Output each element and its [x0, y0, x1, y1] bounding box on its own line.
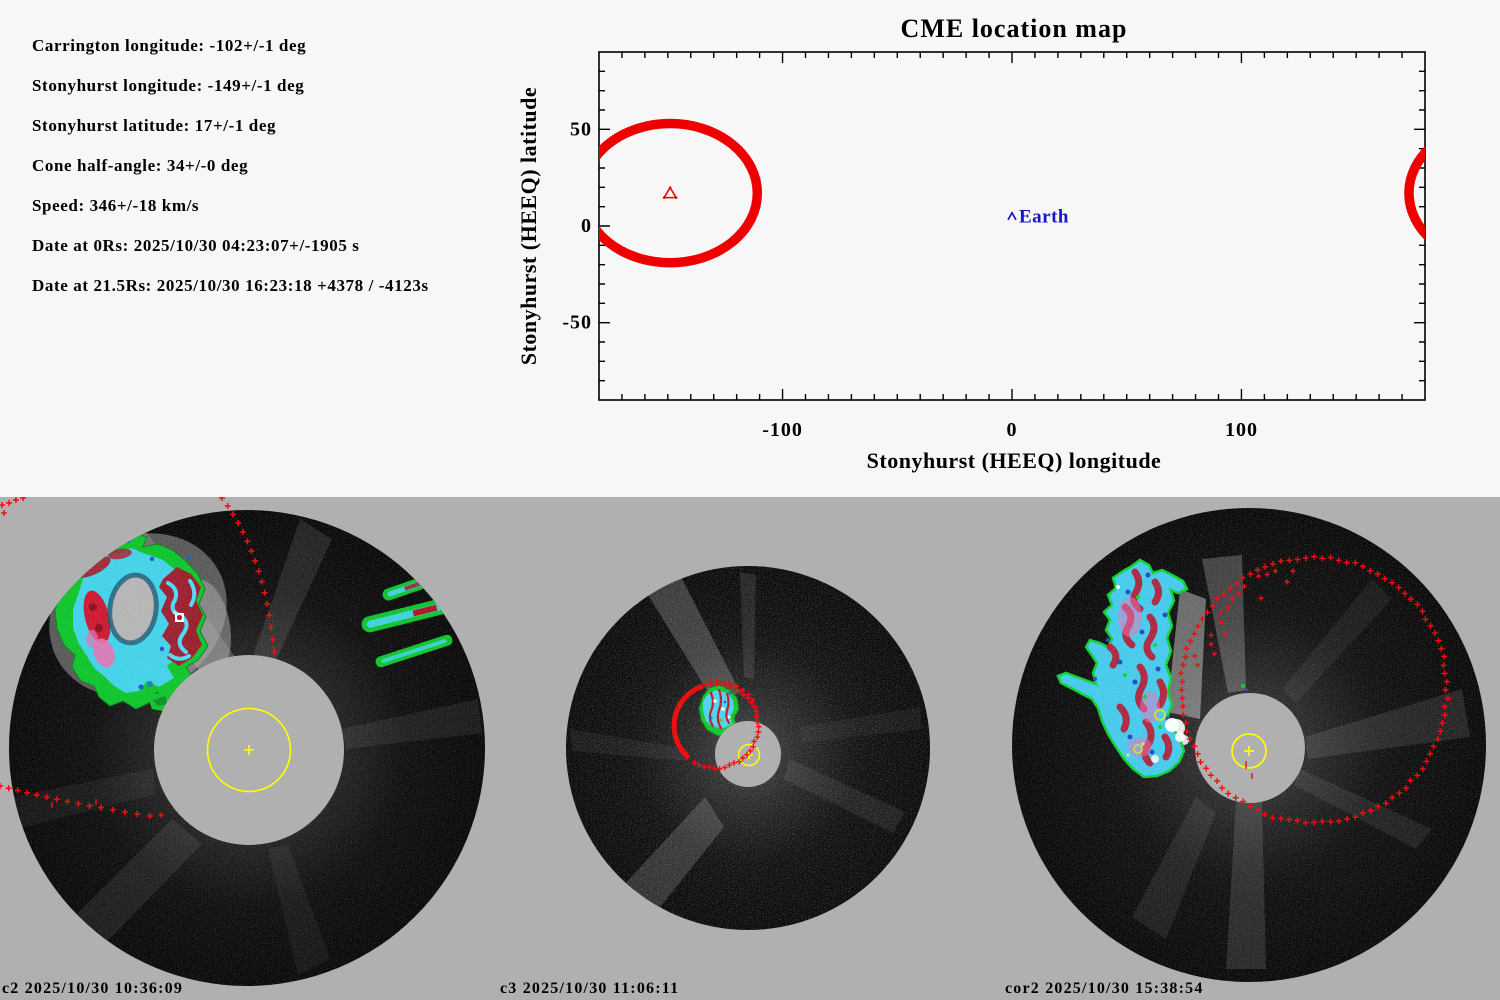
coronagraph-cor2 — [1012, 508, 1486, 982]
coronagraph-c2 — [0, 495, 485, 986]
cor2-sun-marker — [1231, 733, 1267, 769]
x-tick-label: -100 — [762, 419, 803, 441]
c2-timestamp-label: c2 2025/10/30 10:36:09 — [2, 980, 184, 997]
cme-location-map: CME location map Stonyhurst (HEEQ) longi… — [520, 14, 1426, 473]
earth-marker — [1007, 211, 1017, 221]
cor2-cone-markers — [1178, 553, 1451, 826]
param-carrington-longitude: Carrington longitude: -102+/-1 deg — [32, 36, 307, 55]
param-cone-half-angle: Cone half-angle: 34+/-0 deg — [32, 156, 249, 175]
param-date-21-5rs: Date at 21.5Rs: 2025/10/30 16:23:18 +437… — [32, 276, 429, 295]
cor2-contour-speck — [1241, 684, 1245, 688]
cme-cone-projection — [599, 118, 1425, 268]
coronagraph-images — [0, 495, 1486, 986]
param-date-0rs: Date at 0Rs: 2025/10/30 04:23:07+/-1905 … — [32, 236, 360, 255]
param-stonyhurst-latitude: Stonyhurst latitude: 17+/-1 deg — [32, 116, 277, 135]
c3-cone-markers — [671, 678, 762, 772]
c2-cone-markers — [0, 495, 277, 819]
earth-label: Earth — [1019, 206, 1069, 227]
param-stonyhurst-longitude: Stonyhurst longitude: -149+/-1 deg — [32, 76, 305, 95]
x-tick-label: 100 — [1225, 419, 1258, 441]
chart-title: CME location map — [901, 14, 1128, 43]
top-panel: Carrington longitude: -102+/-1 deg Stony… — [0, 0, 1500, 497]
y-axis-label: Stonyhurst (HEEQ) latitude — [520, 87, 541, 365]
x-axis-label: Stonyhurst (HEEQ) longitude — [867, 448, 1162, 473]
c2-sun-marker — [206, 707, 292, 793]
y-tick-label: 50 — [570, 118, 592, 140]
y-tick-label: 0 — [581, 215, 592, 237]
coronagraph-c3 — [566, 566, 930, 930]
plot-frame: -100 0 100 50 0 -50 — [562, 51, 1426, 441]
c3-timestamp-label: c3 2025/10/30 11:06:11 — [500, 980, 680, 997]
cme-center-marker — [662, 186, 678, 199]
map-point-markers: Earth — [662, 186, 1069, 227]
cor2-timestamp-label: cor2 2025/10/30 15:38:54 — [1005, 980, 1204, 997]
cme-parameters-panel: Carrington longitude: -102+/-1 deg Stony… — [32, 26, 429, 306]
cor2-occulter — [1195, 693, 1305, 803]
param-speed: Speed: 346+/-18 km/s — [32, 196, 200, 215]
c3-occulter — [715, 721, 781, 787]
coronagraph-panel: c2 2025/10/30 10:36:09 c3 2025/10/30 11:… — [0, 495, 1500, 1000]
cor2-contour-speck2 — [1245, 688, 1249, 692]
y-tick-label: -50 — [562, 312, 592, 334]
x-tick-label: 0 — [1007, 419, 1018, 441]
